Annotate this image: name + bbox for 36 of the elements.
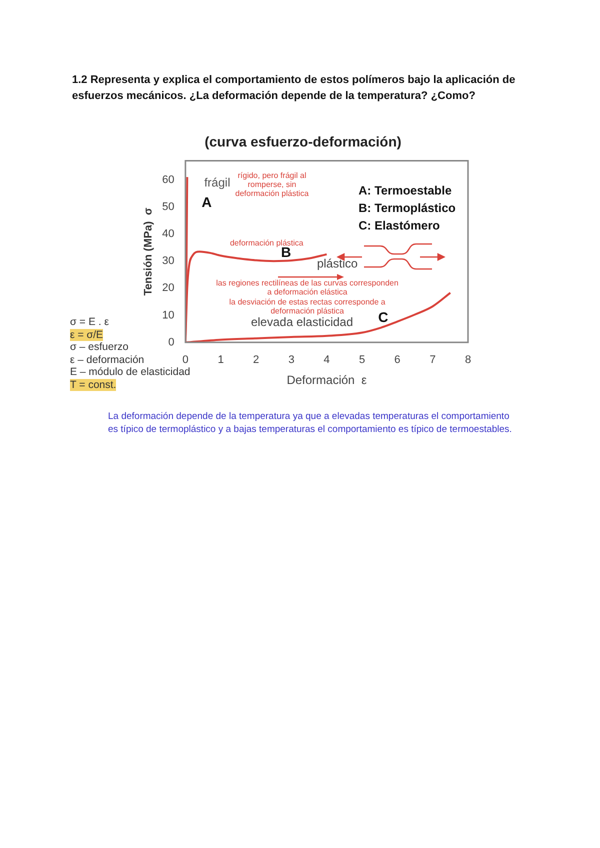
x-tick-label: 3 — [288, 354, 294, 366]
annotation: C: Elastómero — [358, 218, 440, 233]
annotation: B: Termoplástico — [358, 201, 456, 216]
annotation: frágil — [204, 175, 230, 190]
text: La deformación depende de la temperatura ya que a elevadas temperaturas el comportamiento es típico de termoplástico y a bajas temperaturas el comportamiento es típico de termoestables. — [108, 411, 512, 435]
x-tick-label: 8 — [464, 354, 472, 366]
y-tick-label: 60 — [162, 174, 174, 186]
text: E – módulo de elasticidad — [70, 366, 190, 378]
y-tick-label: 30 — [162, 255, 174, 268]
x-tick-label: 1 — [218, 354, 224, 366]
series-label: A — [202, 194, 212, 210]
text: 1.2 Representa y explica el comportamiento de estos polímeros bajo la aplicación de esfuerzos mecánicos. ¿La deformación depende de la temperatura? ¿Como? — [72, 73, 516, 104]
text: ε – deformación — [70, 354, 144, 366]
text: T = const. — [70, 378, 116, 390]
y-tick-label: 0 — [168, 336, 174, 348]
annotation: deformación plástica — [230, 238, 304, 248]
x-tick-label: 2 — [253, 354, 260, 366]
chart-title: (curva esfuerzo-deformación) — [204, 133, 402, 150]
y-tick-label: 10 — [162, 309, 174, 322]
x-tick-label: 7 — [430, 354, 436, 366]
x-axis-title: Deformación ε — [286, 373, 368, 388]
annotation: A: Termoestable — [358, 184, 452, 198]
text: ε = σ/E — [70, 328, 104, 340]
annotation: plástico — [316, 256, 358, 271]
text: σ – esfuerzo — [70, 341, 128, 353]
annotation: rígido, pero frágil al romperse, sin deformación plástica — [235, 170, 310, 198]
text: σ = E . ε — [70, 316, 109, 328]
x-tick-label: 0 — [182, 354, 188, 366]
x-tick-label: 4 — [324, 354, 330, 366]
y-tick-label: 50 — [162, 200, 174, 213]
y-tick-label: 40 — [162, 228, 174, 240]
x-tick-label: 5 — [358, 354, 366, 366]
y-tick-label: 20 — [162, 282, 174, 294]
y-axis-title: Tensión (MPa) σ — [142, 207, 155, 296]
annotation: elevada elasticidad — [250, 314, 354, 329]
x-tick-label: 6 — [394, 354, 400, 366]
